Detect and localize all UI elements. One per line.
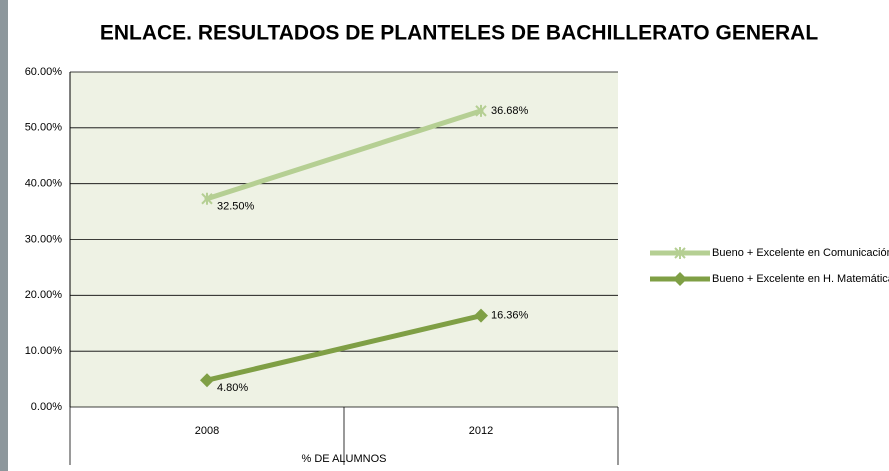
point-marker	[201, 192, 213, 205]
y-tick-label: 40.00%	[25, 178, 63, 190]
data-label: 36.68%	[491, 105, 529, 117]
series-line	[204, 313, 484, 383]
data-label: 32.50%	[217, 201, 255, 213]
y-tick-label: 10.00%	[25, 345, 63, 357]
legend-label: Bueno + Excelente en Comunicación	[712, 247, 889, 259]
y-tick-label: 50.00%	[25, 122, 63, 134]
point-marker	[474, 308, 488, 323]
y-tick-label: 20.00%	[25, 289, 63, 301]
y-tick-label: 30.00%	[25, 233, 63, 245]
y-tick-label: 60.00%	[25, 66, 63, 78]
data-label: 4.80%	[217, 382, 248, 394]
legend-label: Bueno + Excelente en H. Matemática	[712, 273, 889, 285]
x-tick-label: 2012	[469, 425, 493, 437]
point-marker	[200, 373, 214, 388]
series-line	[204, 108, 484, 202]
y-tick-label: 0.00%	[31, 401, 62, 413]
point-marker	[674, 247, 686, 259]
point-marker	[673, 272, 687, 286]
data-label: 16.36%	[491, 310, 529, 322]
x-tick-label: 2008	[195, 425, 219, 437]
chart-title: ENLACE. RESULTADOS DE PLANTELES DE BACHI…	[100, 22, 818, 45]
point-marker	[475, 104, 487, 117]
